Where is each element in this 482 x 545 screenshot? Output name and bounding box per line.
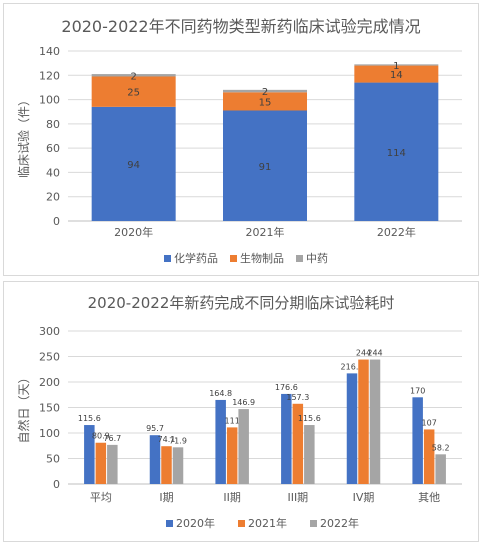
bar [358, 359, 369, 484]
y-tick-label: 0 [53, 478, 60, 491]
bar-segment [223, 110, 307, 221]
data-label: 2 [130, 71, 136, 82]
chart-title: 2020-2022年不同药物类型新药临床试验完成情况 [61, 17, 421, 36]
legend-swatch [310, 520, 317, 527]
data-label: 71.9 [169, 436, 187, 445]
y-axis-label: 自然日（天） [16, 371, 31, 443]
y-tick-label: 140 [39, 45, 60, 58]
data-label: 14 [390, 70, 403, 81]
bar [215, 399, 226, 484]
y-axis-label: 临床试验（件） [16, 94, 31, 178]
y-tick-label: 300 [39, 325, 60, 338]
bar [172, 447, 184, 484]
data-label: 25 [127, 88, 140, 99]
bar-segment [223, 89, 307, 93]
legend-entry: 生物制品 [240, 251, 284, 265]
legend-entry: 2020年 [176, 516, 215, 530]
data-label: 74.1 [158, 435, 176, 444]
data-label: 115.6 [78, 414, 101, 423]
y-tick-label: 120 [39, 69, 60, 82]
grouped-bar-chart-panel: 2020-2022年新药完成不同分期临床试验耗时 [3, 281, 479, 542]
data-label: 107 [422, 418, 437, 427]
legend-swatch [164, 255, 171, 262]
x-tick-label: 其他 [418, 491, 440, 504]
data-label: 58.2 [432, 443, 450, 452]
y-tick-label: 200 [39, 376, 60, 389]
y-tick-label: 150 [39, 402, 60, 415]
data-label: 115.6 [298, 414, 321, 423]
legend-swatch [230, 255, 237, 262]
y-tick-label: 60 [46, 142, 60, 155]
y-tick-label: 40 [46, 166, 60, 179]
bar-segment [91, 76, 176, 107]
y-tick-label: 100 [39, 427, 60, 440]
x-tick-label: 2020年 [114, 225, 153, 239]
legend-entry: 化学药品 [174, 251, 218, 265]
data-label: 80.9 [92, 432, 110, 441]
bar [423, 429, 435, 484]
bar-segment [223, 92, 307, 111]
x-tick-label: III期 [287, 491, 308, 504]
x-tick-label: 2021年 [246, 225, 285, 239]
bar [238, 409, 249, 484]
legend-entry: 2021年 [248, 516, 287, 530]
data-label: 1 [393, 61, 399, 72]
x-tick-label: IV期 [353, 491, 375, 504]
legend-swatch [238, 520, 245, 527]
bar-segment [91, 106, 176, 221]
bar [281, 393, 292, 484]
bar [346, 373, 358, 484]
bar [304, 425, 315, 484]
bar [149, 435, 161, 484]
y-tick-label: 50 [46, 453, 60, 466]
bar-segment [354, 64, 439, 66]
data-label: 111 [225, 416, 240, 425]
bar-segment [354, 82, 439, 221]
data-label: 94 [127, 160, 140, 171]
bar [107, 444, 118, 484]
chart-title: 2020-2022年新药完成不同分期临床试验耗时 [87, 294, 395, 312]
x-tick-label: I期 [159, 491, 173, 504]
bar [369, 359, 381, 484]
y-tick-label: 100 [39, 94, 60, 107]
data-label: 216.9 [341, 362, 364, 371]
x-tick-label: 2022年 [377, 225, 416, 239]
data-label: 95.7 [146, 424, 164, 433]
legend-swatch [166, 520, 173, 527]
x-tick-label: 平均 [90, 491, 112, 504]
data-label: 244 [367, 349, 382, 358]
bar [292, 403, 304, 484]
y-tick-label: 20 [46, 191, 60, 204]
data-label: 15 [259, 97, 272, 108]
data-label: 164.8 [209, 389, 232, 398]
bar [161, 446, 172, 484]
bar [84, 425, 95, 484]
data-label: 157.3 [286, 393, 309, 402]
legend-entry: 2022年 [320, 516, 359, 530]
bar [226, 427, 238, 484]
data-label: 91 [259, 162, 272, 173]
bar-segment [91, 74, 176, 77]
data-label: 76.7 [103, 434, 121, 443]
x-tick-label: II期 [223, 491, 241, 504]
data-label: 244 [356, 349, 371, 358]
data-label: 170 [410, 386, 425, 395]
bar [435, 454, 446, 484]
legend-entry: 中药 [306, 252, 328, 265]
bar [412, 397, 423, 484]
y-tick-label: 250 [39, 351, 60, 364]
y-tick-label: 80 [46, 118, 60, 131]
y-tick-label: 0 [53, 215, 60, 228]
bar [95, 442, 107, 484]
legend-swatch [296, 255, 303, 262]
data-label: 114 [387, 148, 406, 159]
data-label: 146.9 [232, 398, 255, 407]
bar-segment [354, 65, 439, 83]
data-label: 2 [262, 87, 268, 98]
data-label: 176.6 [275, 383, 298, 392]
